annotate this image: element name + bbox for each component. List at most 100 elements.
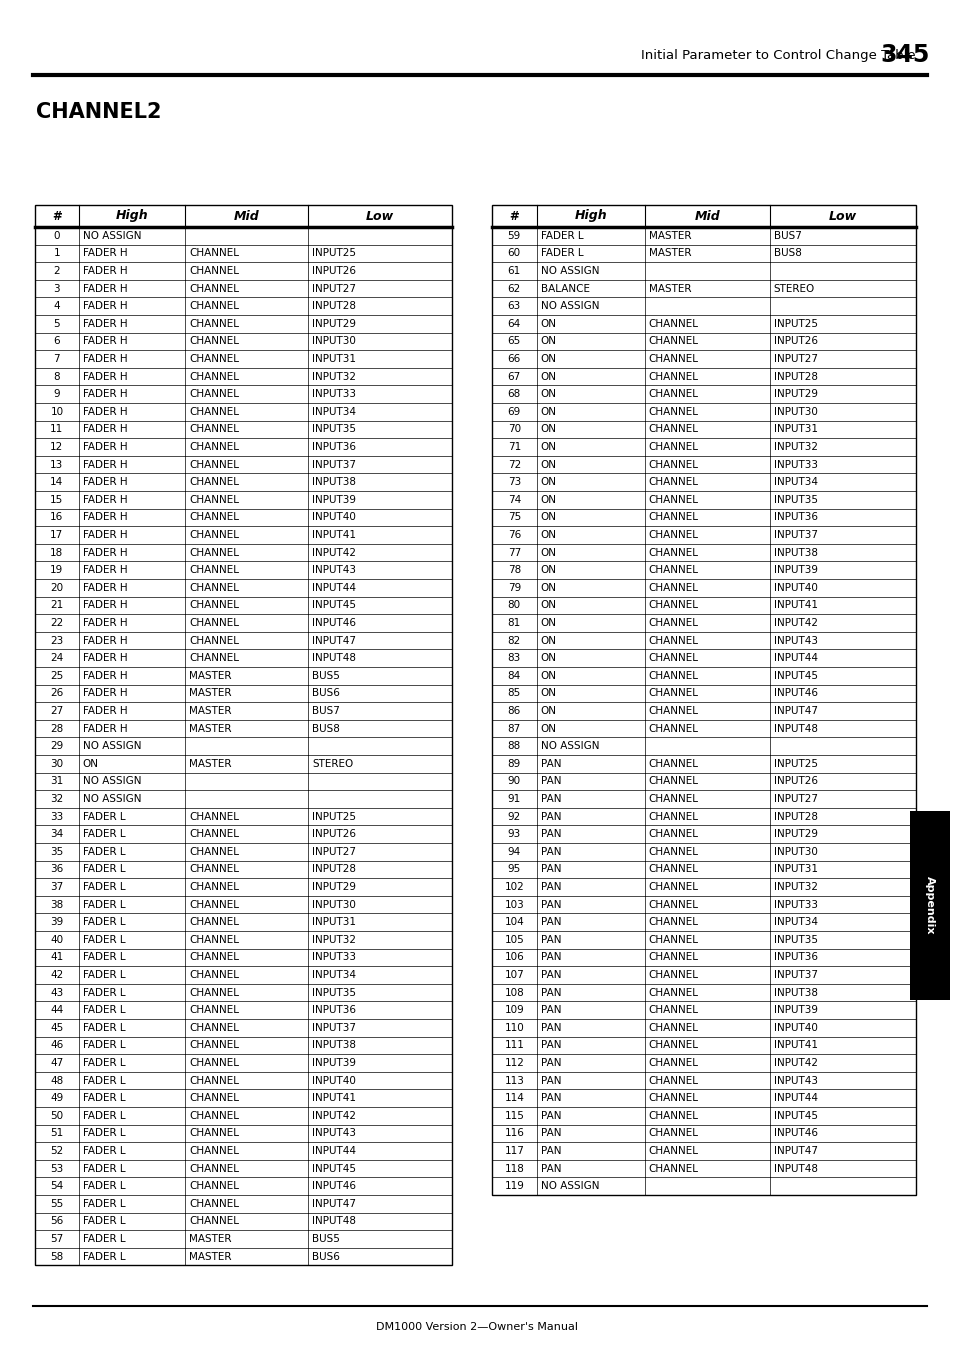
Text: 51: 51	[51, 1128, 64, 1139]
Text: NO ASSIGN: NO ASSIGN	[83, 231, 141, 240]
Text: CHANNEL: CHANNEL	[648, 547, 698, 558]
Text: CHANNEL: CHANNEL	[648, 970, 698, 979]
Text: INPUT30: INPUT30	[773, 407, 817, 417]
Text: INPUT40: INPUT40	[773, 582, 817, 593]
Text: ON: ON	[540, 389, 556, 399]
Text: ON: ON	[540, 442, 556, 453]
Text: PAN: PAN	[540, 1128, 560, 1139]
Text: CHANNEL: CHANNEL	[189, 970, 239, 979]
Text: MASTER: MASTER	[189, 1251, 232, 1262]
Text: CHANNEL: CHANNEL	[189, 988, 239, 997]
Text: FADER L: FADER L	[83, 1093, 125, 1104]
Text: 33: 33	[51, 812, 64, 821]
Text: NO ASSIGN: NO ASSIGN	[540, 742, 598, 751]
Text: 102: 102	[504, 882, 523, 892]
Text: FADER L: FADER L	[83, 812, 125, 821]
Text: 25: 25	[51, 671, 64, 681]
Text: INPUT47: INPUT47	[312, 1198, 355, 1209]
Text: CHANNEL: CHANNEL	[189, 865, 239, 874]
Text: 91: 91	[507, 794, 520, 804]
Text: CHANNEL: CHANNEL	[648, 830, 698, 839]
Text: 106: 106	[504, 952, 523, 962]
Text: 107: 107	[504, 970, 523, 979]
Text: 26: 26	[51, 689, 64, 698]
Text: Low: Low	[366, 209, 394, 223]
Text: 118: 118	[504, 1163, 523, 1174]
Text: 21: 21	[51, 600, 64, 611]
Text: INPUT40: INPUT40	[312, 512, 355, 523]
Text: PAN: PAN	[540, 759, 560, 769]
Text: ON: ON	[540, 336, 556, 346]
Text: BALANCE: BALANCE	[540, 284, 589, 293]
Text: INPUT28: INPUT28	[312, 301, 355, 311]
Text: INPUT40: INPUT40	[773, 1023, 817, 1032]
Text: PAN: PAN	[540, 1146, 560, 1156]
Text: 103: 103	[504, 900, 523, 909]
Text: 11: 11	[51, 424, 64, 435]
Text: CHANNEL: CHANNEL	[648, 707, 698, 716]
Text: 8: 8	[53, 372, 60, 381]
Text: CHANNEL: CHANNEL	[648, 952, 698, 962]
Text: CHANNEL: CHANNEL	[648, 1093, 698, 1104]
Text: INPUT33: INPUT33	[773, 900, 817, 909]
Text: PAN: PAN	[540, 1075, 560, 1086]
Text: 48: 48	[51, 1075, 64, 1086]
Text: INPUT28: INPUT28	[773, 372, 817, 381]
Text: 90: 90	[507, 777, 520, 786]
Text: CHANNEL: CHANNEL	[189, 1005, 239, 1015]
Text: INPUT29: INPUT29	[312, 319, 355, 328]
Text: 81: 81	[507, 617, 520, 628]
Text: MASTER: MASTER	[648, 284, 690, 293]
Text: INPUT30: INPUT30	[312, 900, 355, 909]
Text: FADER H: FADER H	[83, 249, 128, 258]
Text: INPUT33: INPUT33	[773, 459, 817, 470]
Text: INPUT26: INPUT26	[312, 266, 355, 276]
Text: NO ASSIGN: NO ASSIGN	[540, 1181, 598, 1192]
Text: INPUT41: INPUT41	[773, 600, 817, 611]
Text: CHANNEL: CHANNEL	[189, 1075, 239, 1086]
Text: INPUT38: INPUT38	[773, 547, 817, 558]
Text: CHANNEL2: CHANNEL2	[36, 101, 162, 122]
Text: INPUT42: INPUT42	[312, 1111, 355, 1121]
Text: CHANNEL: CHANNEL	[648, 1040, 698, 1050]
Text: INPUT28: INPUT28	[312, 865, 355, 874]
Text: 72: 72	[507, 459, 520, 470]
Text: FADER H: FADER H	[83, 671, 128, 681]
Text: INPUT43: INPUT43	[312, 565, 355, 576]
Text: FADER H: FADER H	[83, 547, 128, 558]
Text: CHANNEL: CHANNEL	[189, 1163, 239, 1174]
Text: CHANNEL: CHANNEL	[189, 847, 239, 857]
Text: CHANNEL: CHANNEL	[189, 900, 239, 909]
Text: 28: 28	[51, 724, 64, 734]
Text: 30: 30	[51, 759, 64, 769]
Text: PAN: PAN	[540, 1005, 560, 1015]
Text: 117: 117	[504, 1146, 523, 1156]
Text: MASTER: MASTER	[189, 1233, 232, 1244]
Text: 39: 39	[51, 917, 64, 927]
Text: INPUT44: INPUT44	[312, 1146, 355, 1156]
Text: Appendix: Appendix	[924, 875, 934, 935]
Text: INPUT26: INPUT26	[312, 830, 355, 839]
Text: 63: 63	[507, 301, 520, 311]
Text: 345: 345	[880, 43, 929, 68]
Text: MASTER: MASTER	[189, 724, 232, 734]
Text: INPUT38: INPUT38	[312, 477, 355, 488]
Text: FADER L: FADER L	[83, 1198, 125, 1209]
Text: ON: ON	[540, 512, 556, 523]
Text: 87: 87	[507, 724, 520, 734]
Text: INPUT25: INPUT25	[773, 759, 817, 769]
Text: 43: 43	[51, 988, 64, 997]
Text: FADER H: FADER H	[83, 319, 128, 328]
Text: PAN: PAN	[540, 900, 560, 909]
Text: PAN: PAN	[540, 1163, 560, 1174]
Text: CHANNEL: CHANNEL	[648, 917, 698, 927]
Text: BUS5: BUS5	[312, 671, 339, 681]
Text: FADER H: FADER H	[83, 617, 128, 628]
Text: PAN: PAN	[540, 794, 560, 804]
Text: CHANNEL: CHANNEL	[189, 882, 239, 892]
Text: INPUT47: INPUT47	[773, 1146, 817, 1156]
Text: FADER L: FADER L	[540, 231, 582, 240]
Text: CHANNEL: CHANNEL	[189, 530, 239, 540]
Text: CHANNEL: CHANNEL	[648, 988, 698, 997]
Text: CHANNEL: CHANNEL	[648, 1023, 698, 1032]
